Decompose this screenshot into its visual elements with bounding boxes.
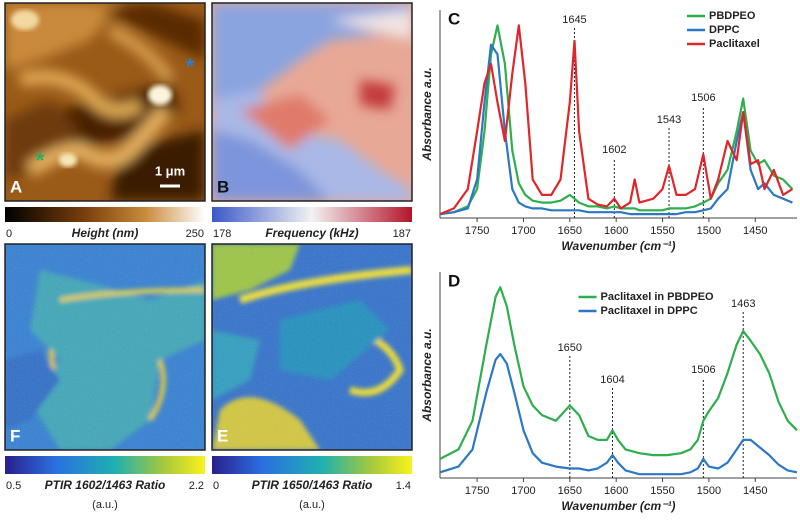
peak-label: 1604 xyxy=(600,374,624,386)
colorbar-min: 178 xyxy=(213,228,231,240)
colorbar-max: 1.4 xyxy=(396,480,411,492)
panel-letter: F xyxy=(10,426,20,445)
x-tick-label: 1700 xyxy=(511,485,535,497)
x-tick-label: 1700 xyxy=(511,225,535,237)
series-line xyxy=(439,43,793,216)
frequency-map xyxy=(212,3,412,201)
x-axis-label: Wavenumber (cm⁻¹) xyxy=(561,239,675,253)
x-tick-label: 1450 xyxy=(743,485,767,497)
panel-letter: B xyxy=(217,177,229,196)
x-axis-label: Wavenumber (cm⁻¹) xyxy=(561,499,675,513)
peak-label: 1650 xyxy=(558,342,582,354)
legend-label: Paclitaxel in PBDPEO xyxy=(601,291,715,303)
ratio-map xyxy=(5,244,205,450)
colorbar-max: 2.2 xyxy=(189,480,204,492)
peak-label: 1463 xyxy=(731,298,755,310)
ratio-map xyxy=(212,244,412,450)
colorbar-title: PTIR 1650/1463 Ratio xyxy=(252,478,373,492)
colorbar-max: 250 xyxy=(186,228,204,240)
colorbar xyxy=(5,456,205,474)
colorbar-title: Height (nm) xyxy=(72,226,139,240)
marker: * xyxy=(36,148,45,173)
x-tick-label: 1550 xyxy=(650,225,674,237)
colorbar-min: 0 xyxy=(6,228,12,240)
peak-label: 1645 xyxy=(562,14,586,26)
series-line xyxy=(439,352,798,476)
x-tick-label: 1750 xyxy=(465,485,489,497)
series-line xyxy=(439,24,793,216)
peak-label: 1602 xyxy=(602,144,626,156)
legend-label: DPPC xyxy=(709,24,740,36)
colorbar xyxy=(212,207,412,222)
colorbar-title: Frequency (kHz) xyxy=(265,226,358,240)
x-tick-label: 1600 xyxy=(604,485,628,497)
colorbar-title: PTIR 1602/1463 Ratio xyxy=(45,478,166,492)
height-map xyxy=(5,3,205,201)
colorbar-unit: (a.u.) xyxy=(92,499,118,511)
marker: * xyxy=(186,54,195,79)
legend-label: Paclitaxel in DPPC xyxy=(601,305,698,317)
x-tick-label: 1650 xyxy=(558,485,582,497)
colorbar xyxy=(5,207,205,222)
panel-letter: E xyxy=(217,426,228,445)
x-tick-label: 1650 xyxy=(558,225,582,237)
peak-label: 1506 xyxy=(691,364,715,376)
colorbar-min: 0.5 xyxy=(6,480,21,492)
colorbar-unit: (a.u.) xyxy=(299,499,325,511)
panel-letter: A xyxy=(10,177,22,196)
y-axis-label: Absorbance a.u. xyxy=(420,67,434,161)
series-line xyxy=(439,286,798,460)
legend-label: Paclitaxel xyxy=(709,38,760,50)
peak-label: 1506 xyxy=(691,92,715,104)
x-tick-label: 1750 xyxy=(465,225,489,237)
y-axis-label: Absorbance a.u. xyxy=(420,328,434,422)
colorbar-max: 187 xyxy=(393,228,411,240)
peak-label: 1543 xyxy=(657,114,681,126)
x-tick-label: 1500 xyxy=(697,225,721,237)
colorbar xyxy=(212,456,412,474)
panel-letter: C xyxy=(448,9,460,28)
panel-letter: D xyxy=(448,271,460,290)
series-line xyxy=(439,24,794,216)
x-tick-label: 1450 xyxy=(743,225,767,237)
x-tick-label: 1600 xyxy=(604,225,628,237)
x-tick-label: 1550 xyxy=(650,485,674,497)
scale-bar-label: 1 μm xyxy=(155,163,185,178)
colorbar-min: 0 xyxy=(213,480,219,492)
legend-label: PBDPEO xyxy=(709,10,756,22)
x-tick-label: 1500 xyxy=(697,485,721,497)
